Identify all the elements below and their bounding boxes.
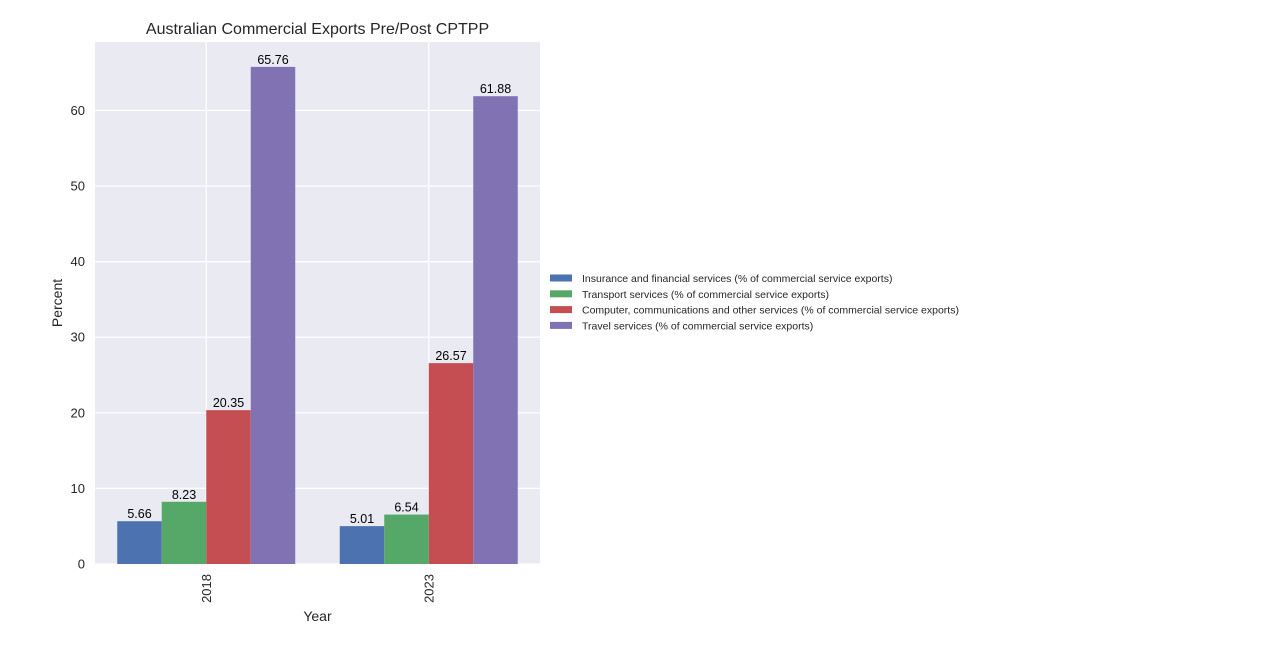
legend-swatch [550,306,572,314]
y-tick-label: 50 [71,179,85,194]
legend-item: Insurance and financial services (% of c… [550,273,892,285]
bar-value-labels: 5.66 5.01 8.23 6.54 20.35 26.57 65.76 61.88 [127,53,511,526]
bar [384,514,429,564]
y-tick-label: 30 [71,330,85,345]
bar-value-label: 5.01 [350,512,374,526]
y-axis-label: Percent [49,279,65,327]
bar-value-label: 5.66 [127,507,151,521]
legend-item: Transport services (% of commercial serv… [550,289,829,301]
chart-title: Australian Commercial Exports Pre/Post C… [146,21,489,38]
y-tick-label: 10 [71,481,85,496]
bar [117,521,162,564]
bar-value-label: 65.76 [257,53,288,67]
bar-value-label: 26.57 [435,349,466,363]
bar [473,96,518,564]
y-tick-label: 40 [71,254,85,269]
legend-item: Travel services (% of commercial service… [550,320,813,332]
y-tick-label: 60 [71,103,85,118]
legend-swatch [550,290,572,298]
bar [339,526,385,564]
bar [250,66,296,564]
y-tick-labels: 0 10 20 30 40 50 60 [71,103,85,572]
legend-label: Travel services (% of commercial service… [582,320,813,332]
bar-value-label: 61.88 [480,82,511,96]
bar-value-label: 20.35 [213,396,244,410]
legend-swatch [550,321,572,329]
bar [206,410,251,564]
x-tick-labels: 2018 2023 [199,574,437,603]
legend-item: Computer, communications and other servi… [550,305,959,317]
bars [117,66,518,564]
bar [428,363,474,564]
y-tick-label: 20 [71,405,85,420]
legend: Insurance and financial services (% of c… [550,273,959,332]
bar-value-label: 8.23 [172,488,196,502]
legend-swatch [550,274,572,282]
x-axis-label: Year [303,608,332,624]
legend-label: Transport services (% of commercial serv… [582,289,829,301]
x-tick-label: 2018 [199,574,214,603]
y-tick-label: 0 [78,557,85,572]
legend-label: Computer, communications and other servi… [582,305,959,317]
x-tick-label: 2023 [421,574,436,603]
bar-value-label: 6.54 [394,501,418,515]
bar [161,501,207,564]
legend-label: Insurance and financial services (% of c… [582,273,892,285]
